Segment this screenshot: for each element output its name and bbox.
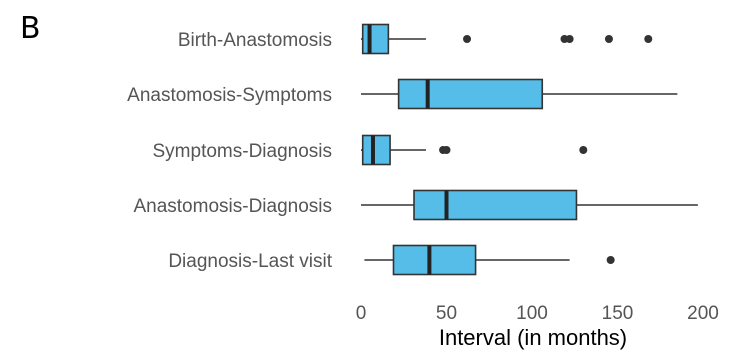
box-group-anastomosis-diagnosis: Anastomosis-Diagnosis [133,189,698,221]
category-label: Symptoms-Diagnosis [153,141,333,162]
box-group-diagnosis-last-visit: Diagnosis-Last visit [168,244,615,276]
category-label: Diagnosis-Last visit [168,251,332,272]
x-tick-label: 50 [436,303,457,324]
iqr-box [361,23,390,55]
x-tick-label: 200 [687,303,719,324]
x-axis-title: Interval (in months) [439,325,627,350]
outlier-point [579,146,588,154]
outlier-point [442,146,451,154]
x-tick-label: 100 [516,303,548,324]
box-group-birth-anastomosis: Birth-Anastomosis [178,23,653,55]
iqr-box [397,78,544,110]
x-tick-label: 0 [356,303,367,324]
iqr-box [361,134,391,166]
iqr-box [392,244,477,276]
outlier-point [463,35,472,43]
outlier-point [644,35,653,43]
plot-area: Birth-Anastomosis Anastomosis-Symptoms Sym… [127,23,698,276]
x-axis: 0 50 100 150 200 [356,303,719,324]
x-tick-label: 150 [602,303,634,324]
category-label: Birth-Anastomosis [178,30,332,51]
box-group-symptoms-diagnosis: Symptoms-Diagnosis [153,134,588,166]
outlier-point [565,35,574,43]
outlier-point [606,256,615,264]
iqr-box [413,189,578,221]
box-group-anastomosis-symptoms: Anastomosis-Symptoms [127,78,678,110]
category-label: Anastomosis-Diagnosis [133,196,332,217]
category-label: Anastomosis-Symptoms [127,85,332,106]
outlier-point [604,35,613,43]
panel-label: B [20,11,41,46]
